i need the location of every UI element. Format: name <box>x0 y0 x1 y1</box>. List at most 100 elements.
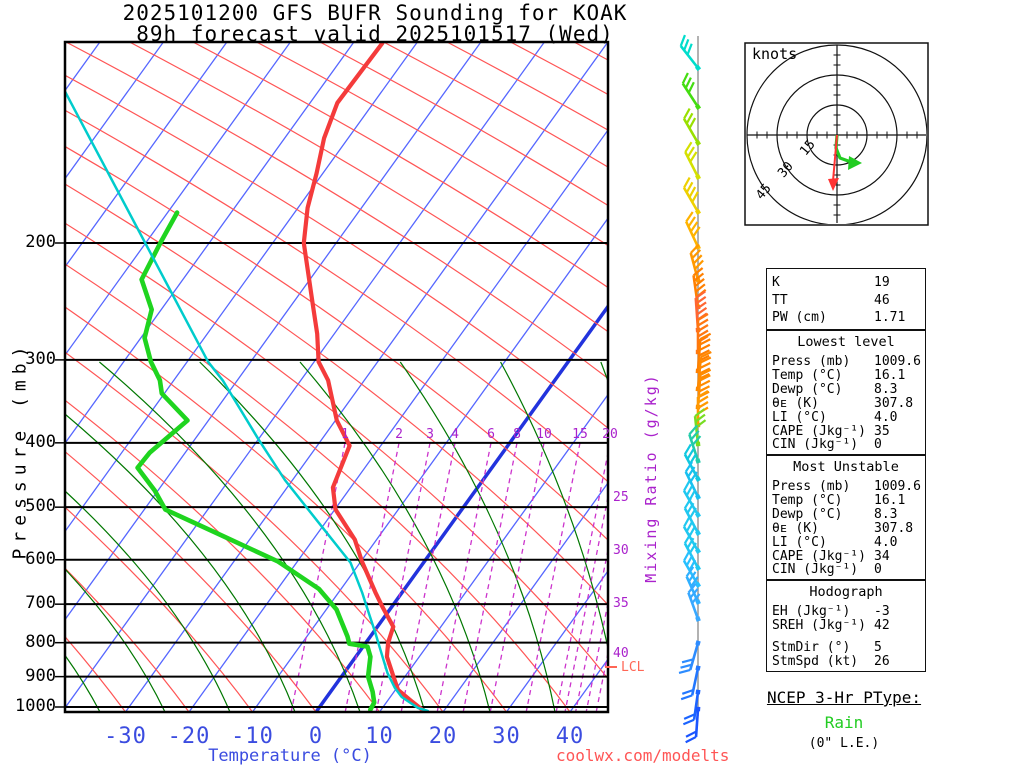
temperature-tick-label: -20 <box>167 724 211 749</box>
wind-barb-base <box>695 689 701 695</box>
storm-motion-vector <box>832 134 838 182</box>
stat-value: 307.8 <box>874 395 914 411</box>
wind-barb-feather <box>699 338 711 346</box>
mixing-ratio-label: 40 <box>613 646 629 661</box>
wind-barb-feather <box>698 367 711 375</box>
stat-label: Dewp (°C) <box>772 382 843 397</box>
wind-barb-base <box>695 665 701 671</box>
wind-barb-feather <box>685 520 694 533</box>
dry-adiabat-line <box>192 42 608 289</box>
wind-barb-feather <box>685 211 694 223</box>
isotherm-line <box>65 42 164 180</box>
wind-barb-feather <box>688 424 698 436</box>
wind-barb-feather <box>697 401 709 409</box>
mixing-ratio-label: 2 <box>395 427 403 442</box>
wind-barb-feather <box>698 343 711 352</box>
stat-label: θᴇ (K) <box>772 396 819 411</box>
skewt-grid <box>65 42 750 712</box>
wind-barb-feather <box>689 221 699 233</box>
pressure-tick-label: 300 <box>25 348 56 369</box>
mixing-ratio-line <box>400 442 456 712</box>
stat-label: Temp (°C) <box>772 368 843 383</box>
wind-barb-shaft <box>682 118 700 144</box>
wind-barb-shaft <box>684 151 700 178</box>
wind-barb-feather <box>683 532 692 544</box>
chart-title-line1: 2025101200 GFS BUFR Sounding for KOAK <box>122 1 628 25</box>
mixing-ratio-label: 25 <box>613 490 629 505</box>
wind-barb-feather <box>691 593 701 604</box>
wind-barb-base <box>694 139 702 147</box>
wind-barb-base <box>695 640 701 646</box>
moist-adiabat-line <box>693 362 750 712</box>
wind-barb-feather <box>688 186 697 198</box>
mixing-ratio-line <box>462 442 518 712</box>
dry-adiabat-line <box>65 183 608 606</box>
mixing-ratio-axis-label: Mixing Ratio (g/kg) <box>642 373 660 583</box>
stat-label: CIN (Jkg⁻¹) <box>772 563 859 578</box>
wind-barb <box>684 141 701 180</box>
stat-value: 16.1 <box>874 367 906 383</box>
wind-barb-feather <box>699 374 711 382</box>
wind-barb-feather <box>686 43 693 55</box>
wind-barb <box>680 665 701 701</box>
mixing-ratio-line <box>344 442 400 712</box>
wind-barb-base <box>695 494 701 500</box>
isotherm-line <box>124 42 608 712</box>
wind-barb-feather <box>687 81 695 94</box>
mixing-ratio-label: 3 <box>426 427 434 442</box>
moist-adiabat-line <box>199 361 426 712</box>
wind-barb-feather <box>685 484 694 497</box>
stat-value: 42 <box>874 617 890 633</box>
dry-adiabat-line <box>65 506 253 712</box>
dry-adiabat-line <box>65 450 317 712</box>
dry-adiabat-line <box>256 42 608 247</box>
dewpoint-curve <box>135 210 377 712</box>
stat-value: 34 <box>874 548 890 564</box>
pressure-tick-label: 400 <box>25 431 56 452</box>
pressure-tick-label: 800 <box>25 631 56 652</box>
dry-adiabat-line <box>65 74 608 429</box>
stat-row: Press (mb) 1009.6 <box>767 355 925 369</box>
temperature-tick-label: 30 <box>492 724 521 749</box>
wind-barb-feather <box>697 329 709 338</box>
wind-barb-base <box>695 458 701 464</box>
stat-value: 4.0 <box>874 409 898 425</box>
wind-barb <box>695 313 709 355</box>
wind-barb-feather <box>689 542 697 554</box>
stat-row: StmSpd (kt) 26 <box>767 654 925 669</box>
stats-box-header: Most Unstable <box>793 459 899 475</box>
hodograph-units-label: knots <box>752 45 798 63</box>
stat-row: CIN (Jkg⁻¹) 0 <box>767 563 925 577</box>
temperature-tick-label: 10 <box>365 724 394 749</box>
stat-row: CIN (Jkg⁻¹) 0 <box>767 438 925 452</box>
stats-box-lowest-level: Lowest level Press (mb) 1009.6 Temp (°C) 16.… <box>766 330 926 455</box>
wind-barb <box>684 211 701 250</box>
moist-adiabat-line <box>299 361 491 712</box>
stat-value: 0 <box>874 437 882 453</box>
mixing-ratio-line <box>585 602 608 712</box>
pressure-tick-label: 700 <box>25 593 56 614</box>
wind-barb-feather <box>686 502 695 514</box>
stat-value: 1009.6 <box>874 479 921 494</box>
wind-barb-feather <box>683 497 692 509</box>
wind-barb-base <box>695 441 701 447</box>
wind-barb-base <box>695 349 701 355</box>
wind-barb-feather <box>697 313 709 321</box>
dry-adiabat-line <box>65 306 507 712</box>
wind-barb-feather <box>691 249 702 260</box>
wind-barb-base <box>694 103 702 111</box>
mixing-ratio-label: 6 <box>487 427 495 442</box>
isotherm-line <box>65 42 291 357</box>
wind-barb-feather <box>689 243 700 254</box>
isotherm-line <box>65 42 545 709</box>
stat-value: 46 <box>874 292 890 308</box>
wind-barb-feather <box>685 730 697 738</box>
wind-barb-feather <box>697 395 709 404</box>
stat-value: 35 <box>874 423 890 439</box>
moist-adiabat-line <box>399 361 556 712</box>
wind-barb-feather <box>688 117 697 129</box>
wind-barb-feather <box>692 226 701 238</box>
stat-value: 16.1 <box>874 492 906 508</box>
temperature-axis-label: Temperature (°C) <box>208 746 372 766</box>
wind-barb-feather <box>681 658 694 664</box>
